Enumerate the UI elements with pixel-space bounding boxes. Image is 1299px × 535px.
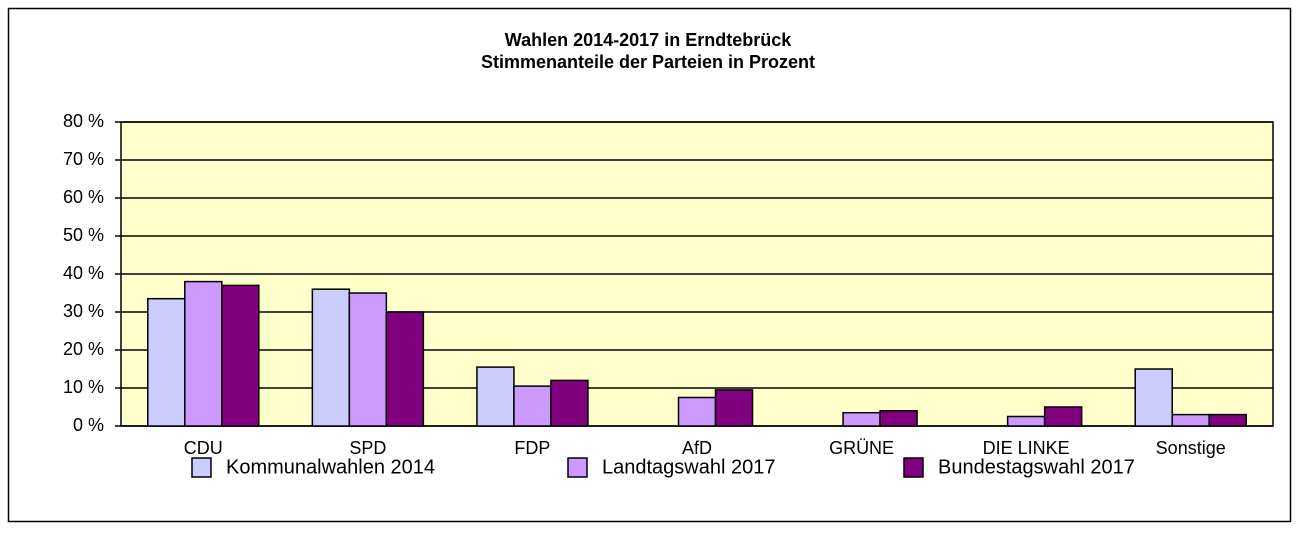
y-tick-label: 0 % [73, 415, 104, 435]
bar [842, 411, 881, 427]
bar [513, 385, 552, 427]
bar [550, 379, 589, 427]
x-tick-label: FDP [514, 438, 550, 458]
bar [476, 366, 515, 427]
legend-swatch [567, 457, 588, 478]
x-tick-label: AfD [682, 438, 712, 458]
legend-swatch [903, 457, 924, 478]
legend-label: Kommunalwahlen 2014 [226, 456, 435, 478]
bar [1134, 368, 1173, 427]
bar [1043, 406, 1083, 427]
bar [184, 280, 223, 427]
bar [714, 389, 754, 427]
bar [1171, 413, 1210, 427]
y-tick-label: 60 % [63, 187, 104, 207]
bar [385, 311, 425, 427]
x-tick-label: SPD [349, 438, 386, 458]
bar [147, 297, 186, 427]
legend-label: Landtagswahl 2017 [602, 456, 775, 478]
x-tick-label: DIE LINKE [983, 438, 1070, 458]
y-tick-label: 30 % [63, 301, 104, 321]
x-tick-label: GRÜNE [829, 438, 894, 458]
legend-label: Bundestagswahl 2017 [938, 456, 1135, 478]
x-tick-label: Sonstige [1156, 438, 1226, 458]
bar [221, 284, 260, 427]
y-tick-label: 40 % [63, 263, 104, 283]
bar [677, 396, 717, 427]
chart-title: Wahlen 2014-2017 in Erndtebrück [505, 30, 792, 50]
bar [879, 410, 918, 427]
y-tick-label: 20 % [63, 339, 104, 359]
y-tick-label: 50 % [63, 225, 104, 245]
bar [311, 288, 351, 427]
y-tick-label: 10 % [63, 377, 104, 397]
legend-swatch [191, 457, 212, 478]
y-tick-label: 70 % [63, 149, 104, 169]
chart-subtitle: Stimmenanteile der Parteien in Prozent [481, 52, 815, 72]
bar [1208, 413, 1247, 427]
bar [1006, 415, 1046, 427]
x-tick-label: CDU [184, 438, 223, 458]
bar [348, 292, 388, 427]
y-tick-label: 80 % [63, 111, 104, 131]
